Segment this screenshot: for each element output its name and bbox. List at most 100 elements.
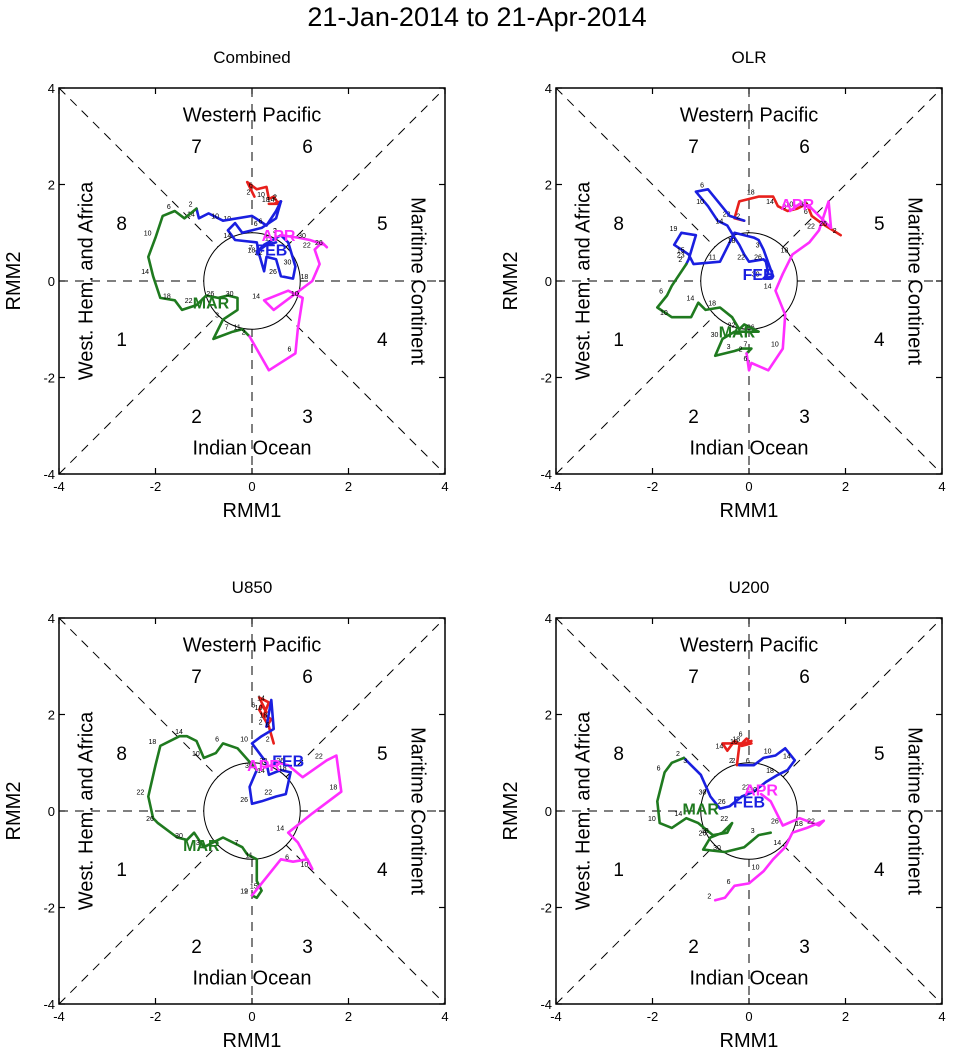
phase-number: 6 xyxy=(799,137,810,158)
day-label: 22 xyxy=(720,816,728,823)
phase-number: 6 xyxy=(799,667,810,688)
day-label: 30 xyxy=(284,260,292,267)
main-title: 21-Jan-2014 to 21-Apr-2014 xyxy=(307,2,647,32)
day-label: 2 xyxy=(242,329,246,336)
day-label: 14 xyxy=(175,729,183,736)
month-label: FEB xyxy=(733,794,765,811)
day-label: 14 xyxy=(773,840,781,847)
day-label: 2 xyxy=(739,346,743,353)
x-tick-label: 0 xyxy=(248,1009,255,1024)
day-label: 2 xyxy=(731,758,735,765)
day-label: 14 xyxy=(715,744,723,751)
y-tick-label: 0 xyxy=(48,804,55,819)
y-tick-label: 2 xyxy=(48,708,55,723)
x-axis-label: RMM1 xyxy=(720,1030,779,1052)
trajectory-jan xyxy=(733,195,843,237)
phase-number: 5 xyxy=(874,744,885,765)
day-label: 7 xyxy=(744,342,748,349)
day-label: 26 xyxy=(315,240,323,247)
y-tick-label: -4 xyxy=(540,997,552,1012)
day-label: 3 xyxy=(683,758,687,765)
day-label: 18 xyxy=(329,785,337,792)
day-label: 26 xyxy=(819,221,827,228)
day-label: 2 xyxy=(833,228,837,235)
phase-number: 1 xyxy=(613,860,624,881)
day-label: 30 xyxy=(260,758,268,765)
day-label: 6 xyxy=(659,288,663,295)
day-label: 18 xyxy=(701,828,709,835)
day-label: 6 xyxy=(739,732,743,739)
day-label: 3 xyxy=(727,344,731,351)
x-tick-label: -4 xyxy=(550,1009,562,1024)
day-label: 3 xyxy=(196,840,200,847)
day-label: 18 xyxy=(279,765,287,772)
day-label: 18 xyxy=(795,821,803,828)
x-tick-label: -4 xyxy=(53,1009,65,1024)
phase-number: 1 xyxy=(613,330,624,351)
day-label: 22 xyxy=(723,211,731,218)
phase-number: 5 xyxy=(874,214,885,235)
region-label: Maritime Continent xyxy=(903,727,925,895)
y-axis-label: RMM2 xyxy=(500,252,522,311)
region-label: Maritime Continent xyxy=(903,197,925,365)
day-label: 11 xyxy=(233,325,240,332)
region-label: West. Hem. and Africa xyxy=(573,711,595,910)
day-label: 18 xyxy=(163,293,171,300)
day-label: 7 xyxy=(234,840,238,847)
day-label: 7 xyxy=(225,325,229,332)
y-tick-label: -2 xyxy=(540,901,552,916)
day-label: 10 xyxy=(696,199,704,206)
day-label: 14 xyxy=(187,211,195,218)
day-label: 18 xyxy=(781,247,789,254)
day-label: 22 xyxy=(264,790,272,797)
phase-number: 3 xyxy=(302,937,313,958)
day-label: 10 xyxy=(144,231,152,238)
day-label: 11 xyxy=(709,255,716,262)
day-label: 10 xyxy=(211,214,219,221)
x-tick-label: 4 xyxy=(938,1009,945,1024)
day-label: 2 xyxy=(249,763,253,770)
day-label: 30 xyxy=(711,332,719,339)
day-label: 18 xyxy=(262,197,270,204)
day-label: 18 xyxy=(728,238,736,245)
region-label: Western Pacific xyxy=(183,635,322,657)
day-label: 6 xyxy=(251,703,255,710)
day-label: 2 xyxy=(247,190,251,197)
day-label: 7 xyxy=(249,245,253,252)
region-label: West. Hem. and Africa xyxy=(76,711,98,910)
day-label: 26 xyxy=(240,797,248,804)
phase-number: 1 xyxy=(116,860,127,881)
day-label: 19 xyxy=(240,888,248,895)
day-label: 2 xyxy=(266,736,270,743)
day-label: 11 xyxy=(265,235,272,242)
day-label: 10 xyxy=(752,864,760,871)
y-tick-label: 4 xyxy=(545,611,552,626)
day-label: 2 xyxy=(707,893,711,900)
day-label: 10 xyxy=(255,705,263,712)
month-label: MAR xyxy=(683,802,720,819)
trajectory-feb xyxy=(672,188,775,280)
day-label: 19 xyxy=(670,226,678,233)
day-label: 22 xyxy=(807,818,815,825)
day-label: 15 xyxy=(677,247,685,254)
day-label: 2 xyxy=(244,888,248,895)
day-label: 14 xyxy=(687,296,695,303)
x-tick-label: -4 xyxy=(550,479,562,494)
day-label: 10 xyxy=(730,739,738,746)
day-label: 22 xyxy=(255,250,263,257)
day-label: 30 xyxy=(298,233,306,240)
y-axis-label: RMM2 xyxy=(3,782,25,841)
day-label: 18 xyxy=(247,247,255,254)
trajectory-mar xyxy=(656,756,773,854)
month-label: APR xyxy=(262,228,296,245)
day-label: 6 xyxy=(215,736,219,743)
day-label: 2 xyxy=(676,751,680,758)
day-label: 2 xyxy=(273,194,277,201)
day-label: 10 xyxy=(192,751,200,758)
day-label: 2 xyxy=(729,758,733,765)
phase-number: 7 xyxy=(191,137,202,158)
phase-number: 1 xyxy=(116,330,127,351)
day-label: 10 xyxy=(648,816,656,823)
